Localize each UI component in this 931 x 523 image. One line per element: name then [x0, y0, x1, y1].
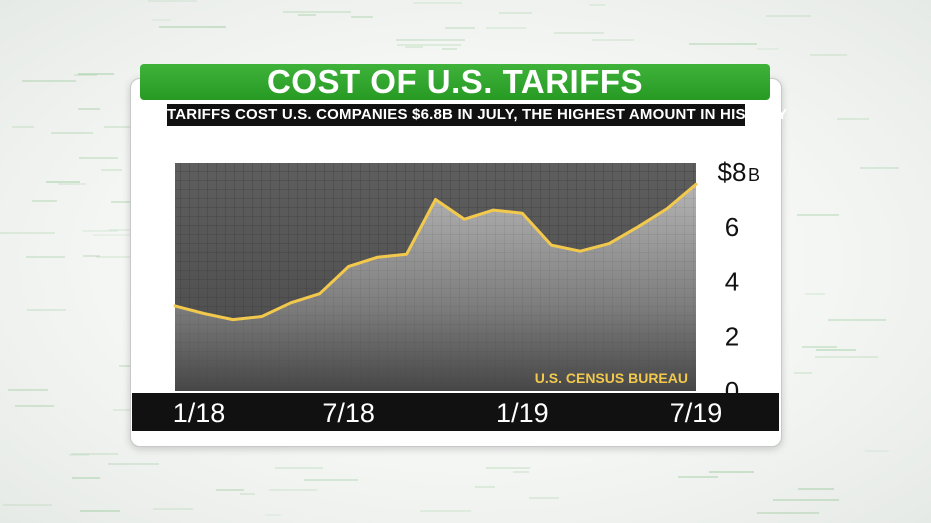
data-point-2018-12 — [492, 208, 495, 212]
data-point-2019-03 — [579, 249, 582, 253]
y-tick-label: $8 — [718, 157, 747, 187]
data-point-2019-05 — [636, 225, 640, 229]
y-tick-label: 0 — [725, 376, 739, 406]
x-axis-bar — [132, 393, 779, 431]
data-point-2018-07 — [347, 265, 350, 268]
y-tick-label: 4 — [725, 267, 739, 297]
data-point-2018-09 — [405, 253, 408, 256]
data-point-2018-11 — [463, 218, 466, 221]
data-point-2018-03 — [231, 318, 235, 321]
data-point-2018-01 — [173, 304, 177, 308]
y-tick-label: 6 — [725, 212, 739, 242]
x-tick-label: 7/19 — [670, 398, 723, 428]
data-point-2019-06 — [665, 207, 669, 210]
data-point-2019-07 — [694, 183, 698, 186]
data-point-2018-10 — [434, 198, 437, 201]
x-tick-label: 7/18 — [322, 398, 375, 428]
page-subtitle: TARIFFS COST U.S. COMPANIES $6.8B IN JUL… — [167, 104, 787, 126]
data-point-2019-04 — [607, 242, 611, 245]
data-point-2018-08 — [376, 256, 379, 259]
page-title: COST OF U.S. TARIFFS — [140, 64, 770, 100]
data-point-2018-02 — [202, 312, 206, 315]
y-unit-label: B — [748, 165, 760, 185]
data-point-2019-02 — [550, 243, 553, 247]
y-tick-label: 2 — [725, 321, 739, 351]
source-label: U.S. CENSUS BUREAU — [535, 370, 688, 386]
data-point-2018-05 — [289, 301, 292, 305]
data-point-2018-06 — [318, 292, 321, 295]
grid-overlay-on-area — [175, 163, 696, 391]
x-tick-label: 1/18 — [173, 398, 226, 428]
data-point-2019-01 — [521, 211, 524, 215]
data-point-2018-04 — [260, 315, 264, 318]
x-tick-label: 1/19 — [496, 398, 549, 428]
